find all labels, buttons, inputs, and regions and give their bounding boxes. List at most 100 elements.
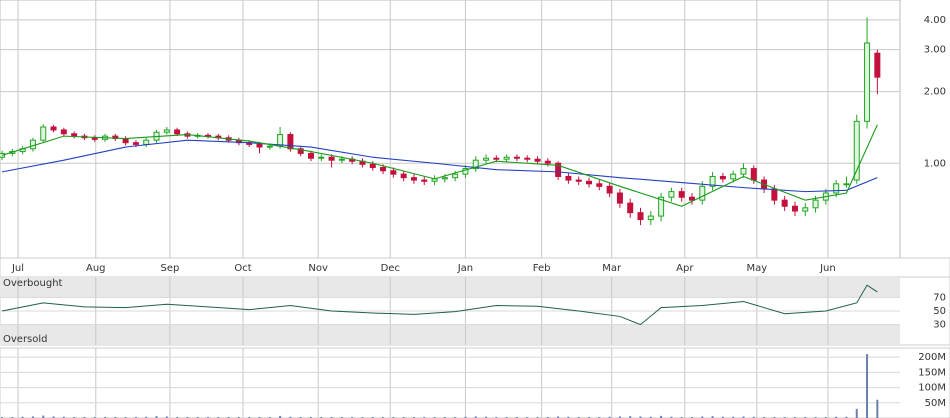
x-tick-label: Dec xyxy=(381,263,400,274)
volume-bar xyxy=(660,415,663,418)
rsi-tick-label: 50 xyxy=(933,306,946,317)
volume-bar xyxy=(464,416,467,418)
volume-bar xyxy=(165,416,168,418)
x-tick-label: Jan xyxy=(457,263,473,274)
candle-body xyxy=(534,158,541,162)
candle-body xyxy=(503,156,510,160)
volume-bar xyxy=(21,416,24,418)
candle-body xyxy=(637,212,644,221)
candle-body xyxy=(369,163,376,168)
candle-body xyxy=(699,185,706,201)
candle-body xyxy=(318,156,325,159)
candle-body xyxy=(132,142,139,145)
rsi-line xyxy=(1,284,878,326)
volume-bar xyxy=(485,416,488,418)
candle-body xyxy=(390,170,397,175)
candle-body xyxy=(256,143,263,148)
volume-bar xyxy=(752,416,755,418)
volume-bar xyxy=(866,354,869,418)
candle-body xyxy=(668,191,675,198)
candle-body xyxy=(328,156,335,161)
candle-body xyxy=(60,129,67,135)
candle-body xyxy=(678,191,685,198)
volume-bar xyxy=(557,416,560,418)
candle-body xyxy=(122,138,129,144)
candle-body xyxy=(40,126,47,141)
candle-body xyxy=(688,196,695,201)
volume-bar xyxy=(835,416,838,418)
y-tick-label: 1.00 xyxy=(924,158,946,169)
volume-bar xyxy=(618,416,621,418)
candle-body xyxy=(647,215,654,221)
candle-body xyxy=(441,177,448,180)
candle-body xyxy=(853,120,860,181)
candle-body xyxy=(400,173,407,179)
candle-body xyxy=(864,42,871,122)
x-tick-label: Apr xyxy=(676,263,694,274)
y-tick-label: 4.00 xyxy=(924,15,946,26)
volume-bar xyxy=(289,416,292,418)
candle-body xyxy=(627,202,634,214)
volume-tick-label: 200M xyxy=(918,352,946,363)
candle-body xyxy=(452,173,459,179)
candle-body xyxy=(575,179,582,182)
volume-bar xyxy=(608,416,611,418)
y-tick-label: 3.00 xyxy=(924,45,946,56)
candle-body xyxy=(143,139,150,145)
volume-bar xyxy=(670,416,673,418)
candle-body xyxy=(781,199,788,207)
price-panel xyxy=(0,0,901,259)
volume-bar xyxy=(145,416,148,418)
volume-bar xyxy=(155,416,158,418)
candle-body xyxy=(91,137,98,140)
volume-bar xyxy=(639,416,642,418)
candle-body xyxy=(297,148,304,154)
candle-body xyxy=(50,126,57,131)
volume-bar xyxy=(732,416,735,418)
candle-body xyxy=(658,196,665,217)
volume-bar xyxy=(42,415,45,418)
candle-body xyxy=(771,188,778,201)
volume-panel xyxy=(0,347,950,418)
volume-bar xyxy=(855,408,858,418)
volume-tick-label: 150M xyxy=(918,367,946,378)
oversold-label: Oversold xyxy=(3,334,48,345)
volume-bar xyxy=(701,416,704,418)
candle-body xyxy=(719,175,726,180)
candle-body xyxy=(555,162,562,177)
candle-body xyxy=(493,157,500,160)
candle-body xyxy=(730,173,737,180)
volume-bar xyxy=(279,415,282,418)
candle-body xyxy=(596,183,603,187)
candle-body xyxy=(812,199,819,209)
candle-body xyxy=(380,166,387,172)
candle-body xyxy=(833,183,840,194)
candle-body xyxy=(71,133,78,137)
candle-body xyxy=(462,168,469,175)
candle-body xyxy=(874,52,881,78)
x-tick-label: Jun xyxy=(819,263,836,274)
candle-body xyxy=(483,157,490,161)
candle-body xyxy=(174,129,181,135)
volume-bar xyxy=(845,416,848,418)
candle-body xyxy=(338,158,345,161)
candle-body xyxy=(843,183,850,186)
volume-bar xyxy=(649,416,652,418)
x-tick-label: Feb xyxy=(533,263,551,274)
candle-body xyxy=(616,192,623,204)
candle-body xyxy=(586,180,593,185)
volume-bar xyxy=(629,416,632,418)
candle-body xyxy=(802,207,809,212)
rsi-tick-label: 30 xyxy=(933,320,946,331)
candle-body xyxy=(513,156,520,159)
x-tick-label: Aug xyxy=(86,263,106,274)
volume-bar xyxy=(474,416,477,418)
candle-body xyxy=(163,129,170,133)
candle-body xyxy=(266,145,273,148)
volume-bar xyxy=(711,416,714,418)
volume-bar xyxy=(567,416,570,418)
candle-body xyxy=(740,168,747,175)
candle-body xyxy=(421,179,428,182)
candle-body xyxy=(410,177,417,181)
